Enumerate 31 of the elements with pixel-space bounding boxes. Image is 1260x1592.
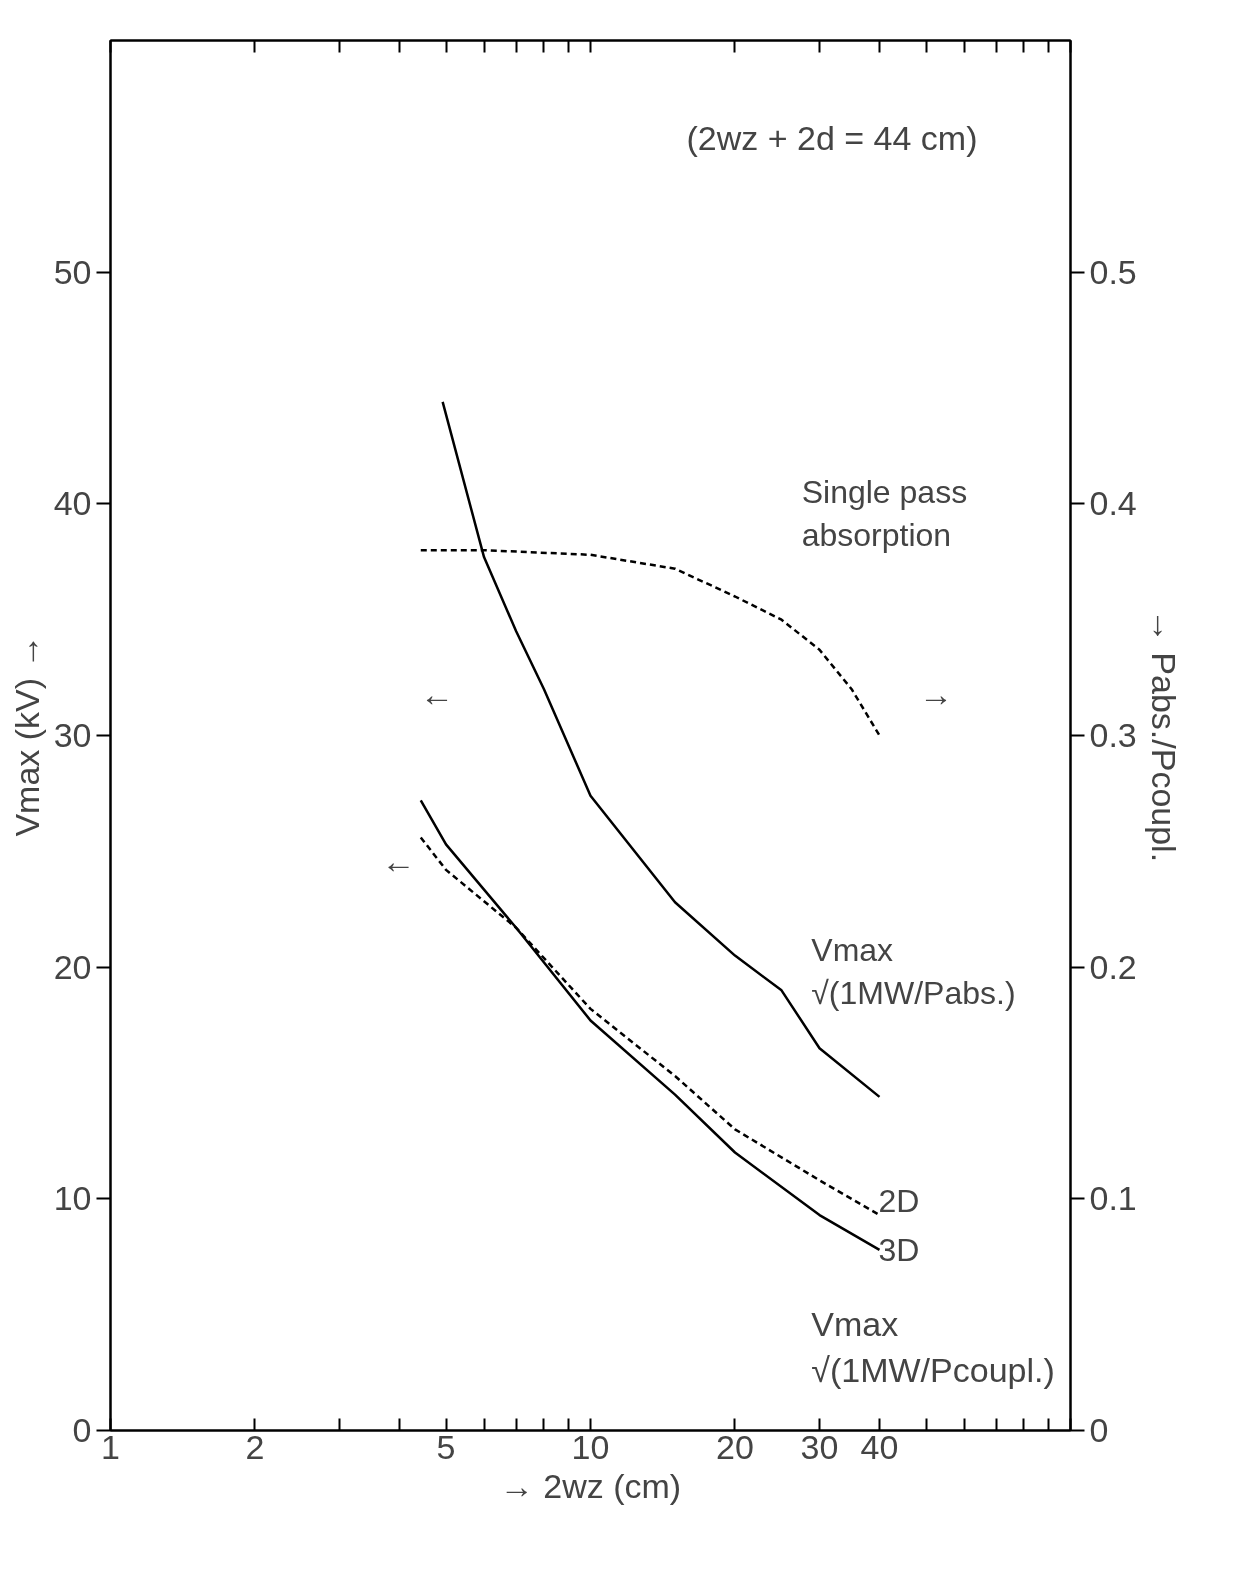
annotation: ← xyxy=(381,841,416,880)
x-tick-label: 30 xyxy=(800,1427,839,1466)
y-tick-label: 40 xyxy=(53,484,92,523)
y2-tick-label: 0.2 xyxy=(1089,947,1137,986)
x-tick-label: 40 xyxy=(860,1427,899,1466)
y-tick-label: 50 xyxy=(53,252,92,291)
x-tick-label: 20 xyxy=(716,1427,754,1466)
y2-tick-label: 0 xyxy=(1089,1411,1109,1449)
text: Single pass absorption xyxy=(801,473,968,553)
series-label: Vmax √(1MW/Pabs.) xyxy=(811,932,1016,1012)
y-tick-label: 10 xyxy=(53,1179,92,1218)
x-tick-label: 5 xyxy=(436,1427,456,1466)
y-tick-label: 30 xyxy=(53,716,92,754)
y2-tick-label: 0.1 xyxy=(1089,1179,1137,1218)
annotation: ← xyxy=(419,674,454,713)
y-tick-label: 20 xyxy=(53,947,92,986)
x-tick-label: 1 xyxy=(101,1427,120,1466)
y-axis-title: Vmax (kV) → xyxy=(7,634,46,837)
annotation: → xyxy=(919,674,954,713)
x-tick-label: 10 xyxy=(571,1427,610,1466)
annotation: Vmax √(1MW/Pcoupl.) xyxy=(811,1305,1055,1389)
y2-tick-label: 0.5 xyxy=(1089,252,1137,291)
series-label: 3D xyxy=(878,1231,920,1268)
x-axis-title: → 2wz (cm) xyxy=(499,1466,682,1505)
y2-tick-label: 0.3 xyxy=(1089,716,1137,754)
y-tick-label: 0 xyxy=(72,1411,92,1449)
x-tick-label: 2 xyxy=(245,1427,265,1466)
y2-tick-label: 0.4 xyxy=(1089,484,1137,523)
series-label: 2D xyxy=(878,1183,920,1220)
annotation: (2wz + 2d = 44 cm) xyxy=(686,118,978,157)
y2-axis-title: → Pabs./Pcoupl. xyxy=(1144,608,1183,863)
